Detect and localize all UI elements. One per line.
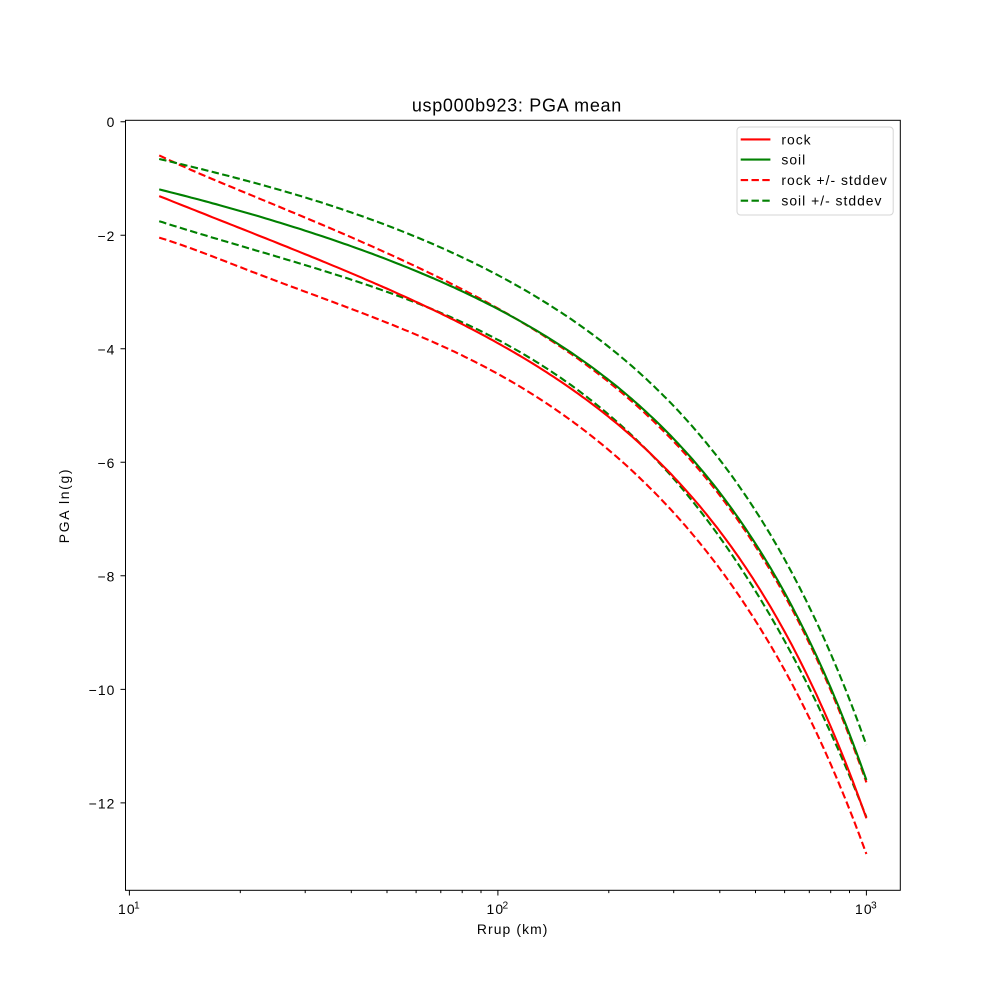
- svg-text:rock +/- stddev: rock +/- stddev: [781, 172, 887, 188]
- svg-text:soil +/- stddev: soil +/- stddev: [781, 193, 882, 209]
- svg-text:rock: rock: [781, 131, 811, 147]
- svg-text:−2: −2: [97, 228, 115, 244]
- svg-text:−10: −10: [89, 682, 116, 698]
- svg-text:2: 2: [503, 901, 509, 912]
- svg-text:0: 0: [107, 114, 116, 130]
- svg-text:−4: −4: [97, 341, 115, 357]
- svg-text:−8: −8: [97, 568, 115, 584]
- svg-text:−6: −6: [97, 455, 115, 471]
- svg-text:Rrup (km): Rrup (km): [477, 921, 549, 937]
- svg-text:PGA ln(g): PGA ln(g): [56, 468, 72, 544]
- svg-text:1: 1: [134, 901, 140, 912]
- svg-text:−12: −12: [89, 796, 116, 812]
- svg-text:usp000b923: PGA mean: usp000b923: PGA mean: [412, 96, 622, 116]
- svg-text:10: 10: [487, 901, 505, 917]
- svg-text:soil: soil: [781, 152, 806, 168]
- svg-text:10: 10: [118, 901, 136, 917]
- svg-text:10: 10: [855, 901, 873, 917]
- svg-text:3: 3: [871, 901, 877, 912]
